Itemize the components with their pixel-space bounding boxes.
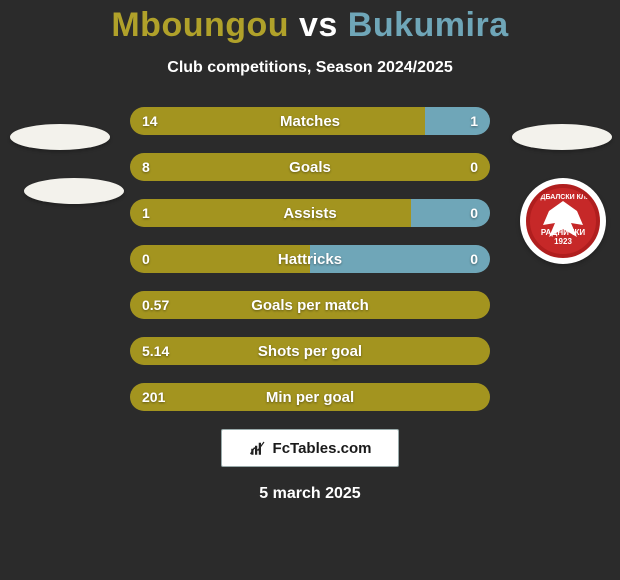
stat-row: 141Matches — [130, 107, 490, 135]
stat-fill-right — [411, 199, 490, 227]
stat-row: 00Hattricks — [130, 245, 490, 273]
player1-club-badge-placeholder-2 — [24, 178, 124, 204]
page-title: Mboungou vs Bukumira — [0, 0, 620, 45]
brand-badge[interactable]: FcTables.com — [221, 429, 399, 467]
stat-fill-left — [130, 199, 411, 227]
crest-name: РАДНИЧКИ1923 — [530, 228, 596, 246]
footer-date: 5 march 2025 — [0, 485, 620, 503]
stat-row: 80Goals — [130, 153, 490, 181]
stat-fill-left — [130, 107, 425, 135]
subtitle: Club competitions, Season 2024/2025 — [0, 59, 620, 77]
stat-bars: 141Matches 80Goals 10Assists 00Hattricks 0.5… — [130, 107, 490, 411]
stat-fill-left — [130, 245, 310, 273]
stat-fill-right — [425, 107, 490, 135]
vs-label: vs — [299, 6, 338, 44]
player2-name: Bukumira — [348, 6, 509, 44]
comparison-card: Mboungou vs Bukumira Club competitions, … — [0, 0, 620, 580]
stat-fill-right — [310, 245, 490, 273]
player1-name: Mboungou — [111, 6, 289, 44]
stat-row: 10Assists — [130, 199, 490, 227]
brand-text: FcTables.com — [273, 440, 372, 457]
player2-club-badge-placeholder-1 — [512, 124, 612, 150]
stat-fill-left — [130, 153, 490, 181]
stat-fill-left — [130, 383, 490, 411]
stat-fill-left — [130, 337, 490, 365]
club-crest: ФУДБАЛСКИ КЛУБ РАДНИЧКИ1923 — [526, 184, 600, 258]
chart-icon — [249, 439, 267, 457]
stat-fill-left — [130, 291, 490, 319]
crest-top-text: ФУДБАЛСКИ КЛУБ — [530, 194, 596, 201]
player2-club-badge: ФУДБАЛСКИ КЛУБ РАДНИЧКИ1923 — [520, 178, 606, 264]
stat-row: 201Min per goal — [130, 383, 490, 411]
player1-club-badge-placeholder-1 — [10, 124, 110, 150]
stat-row: 5.14Shots per goal — [130, 337, 490, 365]
stat-row: 0.57Goals per match — [130, 291, 490, 319]
